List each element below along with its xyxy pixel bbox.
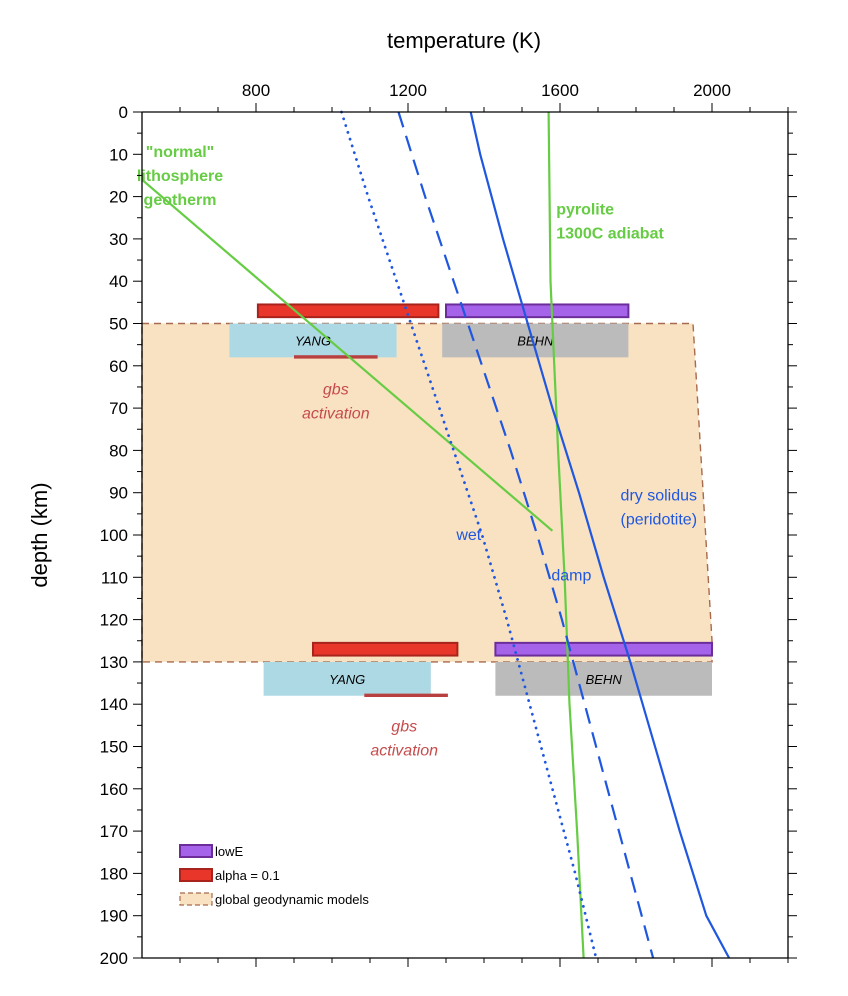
y-tick-label: 190: [100, 907, 128, 926]
y-tick-label: 70: [109, 399, 128, 418]
y-tick-label: 170: [100, 822, 128, 841]
y-tick-label: 50: [109, 315, 128, 334]
box-behn-3: [495, 661, 712, 696]
annotation-5-line-0: damp: [551, 568, 591, 585]
annotation-0-line-1: lithosphere: [137, 168, 223, 185]
bar-lowE-1: [445, 303, 630, 319]
y-tick-label: 10: [109, 145, 128, 164]
legend-label-region: global geodynamic models: [215, 892, 369, 907]
series-line-3: [397, 111, 655, 959]
x-axis-title: temperature (K): [387, 28, 541, 53]
legend: lowE alpha = 0.1 global geodynamic models: [179, 844, 369, 907]
y-tick-label: 150: [100, 738, 128, 757]
legend-swatch-lowE: [179, 844, 213, 858]
y-tick-label: 100: [100, 526, 128, 545]
bar-gbs-4: [294, 355, 378, 359]
y-tick-label: 110: [101, 568, 128, 587]
x-tick-label: 1200: [389, 81, 427, 100]
annotation-1-line-1: 1300C adiabat: [556, 225, 664, 242]
series-line-4: [469, 111, 731, 959]
y-tick-label: 200: [100, 949, 128, 968]
x-tick-label: 800: [242, 81, 270, 100]
box-label-behn: BEHN: [517, 333, 554, 348]
y-tick-label: 60: [109, 357, 128, 376]
x-tick-label: 2000: [693, 81, 731, 100]
series-line-0: [141, 178, 554, 532]
box-label-yang: YANG: [329, 672, 365, 687]
box-label-behn: BEHN: [586, 672, 623, 687]
box-label-yang: YANG: [295, 333, 331, 348]
plot-area: YANG BEHN YANG BEHN "normal" lithosphere geoth…: [137, 110, 731, 960]
bar-alpha-0: [256, 303, 440, 319]
y-tick-label: 20: [109, 188, 128, 207]
y-tick-label: 180: [100, 864, 128, 883]
annotation-0-line-2: geotherm: [144, 192, 217, 209]
box-yang-0: [229, 323, 397, 358]
series-line-1: [547, 111, 585, 959]
x-tick-label: 1600: [541, 81, 579, 100]
axes: 0 10 20 30 40 50 60 70 80 90 100 110 120 130 140 150 160…: [100, 81, 797, 968]
annotation-0-line-0: "normal": [146, 144, 215, 161]
annotation-4-line-0: wet: [455, 527, 481, 544]
legend-label-alpha: alpha = 0.1: [215, 868, 280, 883]
legend-label-lowE: lowE: [215, 844, 244, 859]
box-yang-2: [263, 661, 431, 696]
annotation-3-line-0: gbs: [391, 719, 417, 736]
annotation-2-line-0: gbs: [323, 382, 349, 399]
bar-gbs-5: [364, 693, 448, 698]
y-tick-label: 80: [109, 441, 128, 460]
bar-alpha-2: [312, 641, 459, 657]
legend-swatch-alpha: [179, 868, 213, 882]
annotation-3-line-1: activation: [370, 743, 438, 760]
annotation-2-line-1: activation: [302, 406, 370, 423]
legend-swatch-region: [179, 892, 213, 906]
annotation-6-line-0: dry solidus: [621, 487, 697, 504]
annotation-6-line-1: (peridotite): [621, 511, 697, 528]
y-tick-label: 160: [100, 780, 128, 799]
y-tick-label: 40: [109, 272, 128, 291]
y-tick-label: 130: [100, 653, 128, 672]
y-tick-label: 140: [100, 695, 128, 714]
y-tick-label: 120: [100, 611, 128, 630]
bar-lowE-3: [494, 641, 713, 657]
annotation-1-line-0: pyrolite: [556, 201, 614, 218]
y-tick-label: 30: [109, 230, 128, 249]
y-axis-title: depth (km): [27, 482, 52, 587]
series-line-2: [340, 110, 598, 960]
y-tick-label: 90: [109, 484, 128, 503]
y-tick-label: 0: [119, 103, 128, 122]
